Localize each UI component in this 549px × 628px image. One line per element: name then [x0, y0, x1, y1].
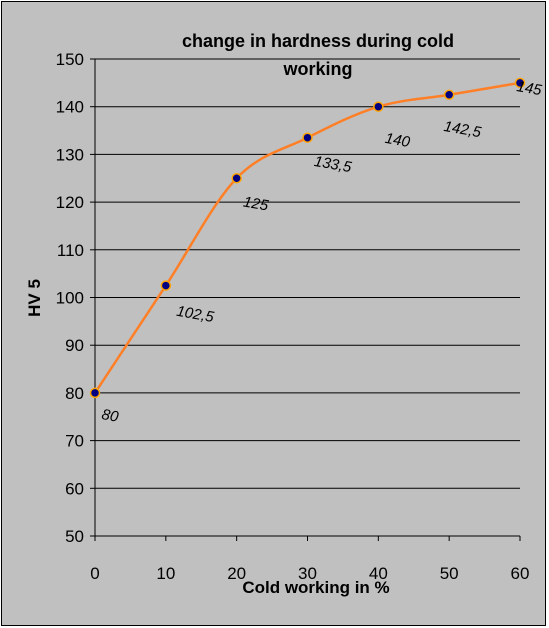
y-axis-title: HV 5: [25, 279, 44, 317]
data-label: 133,5: [313, 153, 354, 176]
x-tick-labels: 0 10 20 30 40 50 60: [90, 564, 529, 583]
axes: [94, 59, 520, 537]
data-point: [302, 132, 313, 143]
x-axis-title: Cold working in %: [242, 578, 389, 597]
x-tick-label: 20: [227, 564, 246, 583]
data-labels: 80 102,5 125 133,5 140 142,5 145: [100, 78, 543, 426]
x-tick-label: 50: [440, 564, 459, 583]
data-label: 80: [100, 406, 120, 426]
data-point: [160, 280, 172, 291]
data-point: [89, 387, 101, 399]
grid-lines: [90, 58, 521, 541]
x-tick-label: 10: [156, 564, 175, 583]
y-tick-label: 90: [65, 336, 84, 355]
y-tick-label: 100: [56, 289, 84, 308]
y-tick-label: 110: [57, 241, 84, 260]
chart-title-line-2: working: [282, 59, 352, 79]
chart-title-line-1: change in hardness during cold: [182, 31, 454, 51]
y-tick-label: 150: [56, 50, 84, 69]
data-point: [514, 77, 526, 89]
data-label: 125: [242, 193, 270, 214]
data-point: [373, 101, 384, 112]
data-label: 102,5: [175, 303, 216, 326]
data-markers: [89, 77, 526, 399]
x-tick-label: 30: [298, 564, 317, 583]
y-tick-label: 50: [65, 527, 84, 546]
y-tick-label: 120: [56, 193, 84, 212]
data-point: [231, 173, 242, 184]
y-tick-label: 70: [65, 432, 84, 451]
data-label: 145: [515, 78, 543, 99]
y-tick-label: 130: [56, 145, 84, 164]
y-tick-label: 140: [56, 98, 84, 117]
y-tick-label: 60: [65, 479, 84, 498]
data-label: 142,5: [442, 118, 483, 141]
x-tick-label: 60: [511, 564, 530, 583]
x-tick-label: 0: [90, 564, 99, 583]
y-tick-labels: 50 60 70 80 90 100 110 120 130 140 150: [56, 50, 84, 546]
data-label: 140: [384, 130, 412, 151]
y-tick-label: 80: [65, 384, 84, 403]
data-point: [443, 89, 455, 101]
x-tick-label: 40: [369, 564, 388, 583]
